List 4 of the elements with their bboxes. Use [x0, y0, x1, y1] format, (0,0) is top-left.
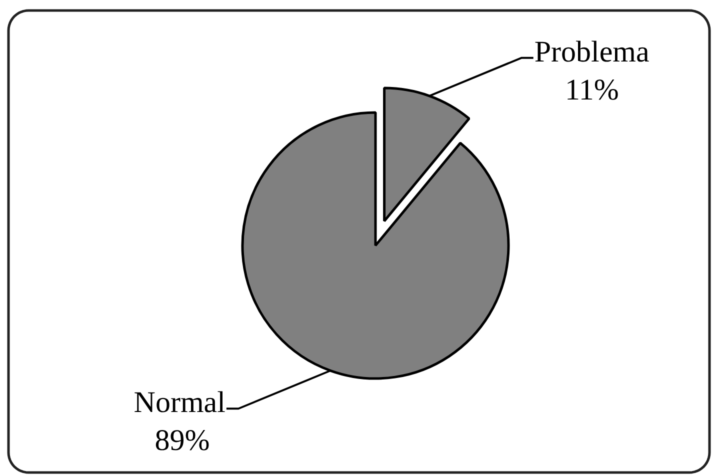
slice-label: Problema	[534, 35, 650, 68]
data-label: 89%	[154, 424, 210, 458]
slice-label: Normal	[134, 386, 226, 420]
data-label: 11%	[565, 73, 619, 106]
